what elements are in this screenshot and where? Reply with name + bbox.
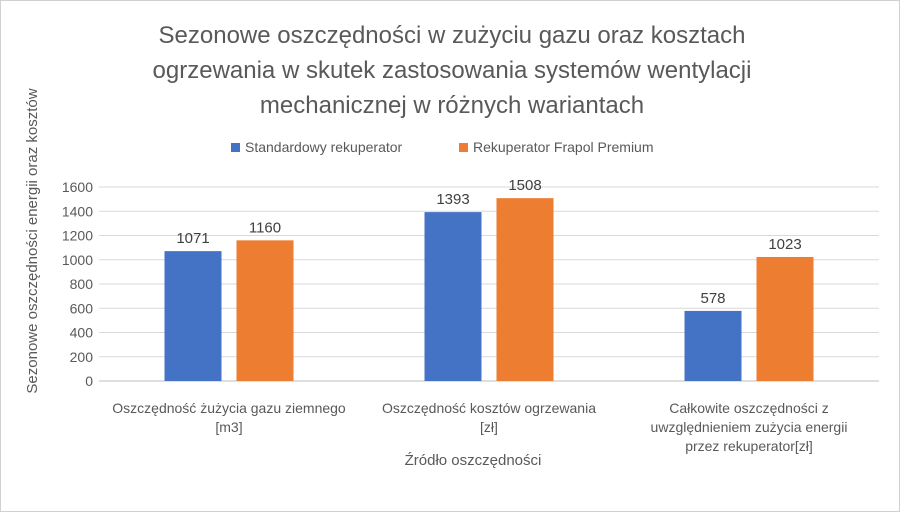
y-axis-title: Sezonowe oszczędności energii oraz koszt…: [24, 88, 41, 393]
x-axis-title: Źródło oszczędności: [405, 452, 542, 469]
data-label: 578: [700, 290, 725, 307]
bar: [236, 240, 294, 381]
chart-title-line: mechanicznej w różnych wariantach: [260, 92, 644, 119]
x-axis-categories: Oszczędność żużycia gazu ziemnego [m3] Osz…: [112, 400, 847, 454]
x-category-label: uwzględnieniem zużycia energii: [651, 419, 848, 435]
x-category-label: przez rekuperator[zł]: [685, 438, 813, 454]
chart-title-line: ogrzewania w skutek zastosowania systemó…: [153, 57, 752, 84]
legend-swatch: [231, 143, 240, 152]
bar: [496, 198, 554, 381]
legend-swatch: [459, 143, 468, 152]
chart-title-line: Sezonowe oszczędności w zużyciu gazu ora…: [159, 22, 746, 49]
y-tick-label: 1200: [62, 228, 93, 244]
data-label: 1393: [436, 191, 469, 208]
y-axis-ticks: 0 200 400 600 800 1000 1200 1400 1600: [62, 179, 93, 389]
y-tick-label: 200: [70, 349, 94, 365]
chart-title: Sezonowe oszczędności w zużyciu gazu ora…: [153, 22, 752, 119]
data-label: 1071: [176, 230, 209, 247]
legend-label: Standardowy rekuperator: [245, 139, 403, 155]
x-category-label: Oszczędność kosztów ogrzewania: [382, 400, 596, 416]
bar: [756, 256, 814, 381]
legend-label: Rekuperator Frapol Premium: [473, 139, 654, 155]
data-labels: 1071 1393 578 1160 1508 1023: [176, 177, 801, 307]
data-label: 1023: [768, 236, 801, 253]
y-tick-label: 0: [85, 373, 93, 389]
bar: [684, 310, 742, 381]
y-tick-label: 600: [70, 300, 94, 316]
x-category-label: Całkowite oszczędności z: [669, 400, 829, 416]
y-tick-label: 800: [70, 276, 94, 292]
bar: [424, 212, 482, 381]
bars: [164, 198, 814, 381]
data-label: 1160: [249, 219, 281, 236]
bar: [164, 251, 222, 381]
legend: Standardowy rekuperator Rekuperator Frapo…: [231, 139, 654, 155]
x-category-label: [zł]: [480, 419, 498, 435]
y-tick-label: 1000: [62, 252, 93, 268]
x-category-label: Oszczędność żużycia gazu ziemnego: [112, 400, 346, 416]
gridlines: [99, 186, 879, 382]
y-tick-label: 1400: [62, 203, 93, 219]
x-category-label: [m3]: [215, 419, 242, 435]
y-tick-label: 400: [70, 325, 94, 341]
data-label: 1508: [508, 177, 541, 194]
y-tick-label: 1600: [62, 179, 93, 195]
